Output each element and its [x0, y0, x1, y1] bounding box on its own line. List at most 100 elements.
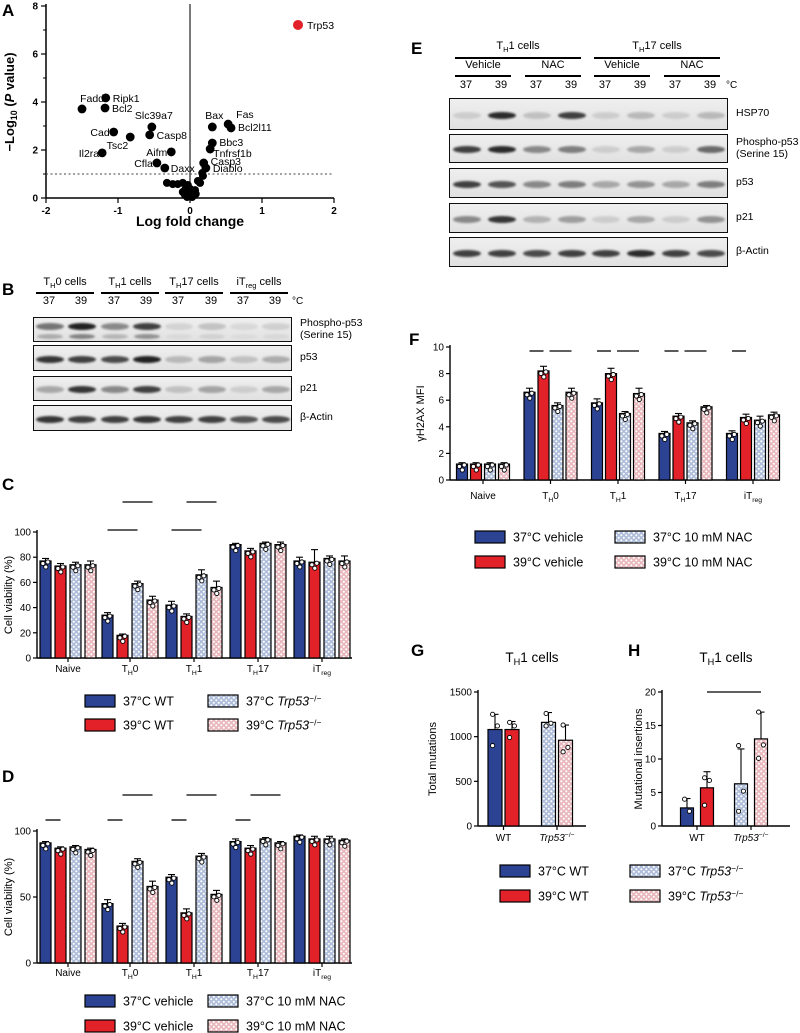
- gene-label-Fas: Fas: [236, 109, 254, 121]
- data-point: [299, 559, 305, 565]
- legend-swatch: [207, 994, 239, 1008]
- y-tick-label: 6: [438, 396, 444, 407]
- data-point: [682, 796, 688, 802]
- data-point: [327, 842, 333, 848]
- y-tick-label: 100: [14, 528, 31, 539]
- bar: [259, 838, 272, 964]
- data-point: [60, 846, 66, 852]
- data-point: [171, 603, 177, 609]
- data-point: [263, 546, 269, 552]
- gene-label-Il2ra: Il2ra: [79, 148, 100, 160]
- data-point: [494, 723, 500, 729]
- panel-letter-g: G: [411, 641, 425, 660]
- legend-swatch: [614, 530, 646, 544]
- x-category-label: TH17: [247, 968, 270, 981]
- blot-band: [592, 146, 620, 153]
- panel-c-viability-chart: 0 20 40 60 80 100 Cell viability (%) Naive TH0 TH…: [0, 468, 400, 694]
- legend-swatch: [474, 530, 506, 544]
- blot-subgroup-underline: [664, 75, 720, 77]
- blot-band-secondary: [37, 333, 63, 339]
- bar: [323, 557, 336, 659]
- blot-group-label: iTreg cells: [236, 276, 282, 291]
- data-point: [248, 554, 254, 560]
- data-point: [543, 710, 549, 716]
- data-point: [619, 413, 625, 419]
- x-axis-title: Log fold change: [136, 213, 244, 229]
- blot-band: [558, 249, 586, 257]
- blot-group-underline: [36, 292, 94, 294]
- gene-label-Cad: Cad: [90, 127, 109, 139]
- legend-label: 39°C vehicle: [123, 1020, 193, 1033]
- data-point: [265, 837, 271, 843]
- data-point: [490, 743, 496, 749]
- data-point: [342, 843, 348, 849]
- data-point: [55, 848, 61, 854]
- gene-label-Bax: Bax: [205, 110, 224, 122]
- blot-band: [523, 111, 551, 119]
- x-category-label: TH0: [542, 491, 559, 504]
- x-category-label: iTreg: [313, 968, 331, 981]
- legend-swatch: [499, 889, 531, 903]
- blot-band-secondary: [102, 333, 128, 339]
- data-point: [45, 559, 51, 565]
- volcano-point-Trp53: [293, 19, 303, 30]
- data-point: [687, 422, 693, 428]
- blot-row-box: [449, 203, 728, 233]
- blot-band: [523, 215, 551, 223]
- blot-band: [592, 180, 620, 188]
- data-point: [676, 419, 682, 425]
- gene-label-Aifm: Aifm: [146, 147, 167, 159]
- volcano-point: [198, 171, 207, 180]
- data-point: [85, 849, 91, 855]
- bar: [210, 586, 223, 659]
- y-tick-label: 100: [14, 827, 31, 838]
- blot-row-label: β-Actin: [300, 411, 333, 423]
- chart-G-svg: TH1 cells 0 500 1000 1500 Total mutations WT Tr…: [427, 650, 586, 844]
- data-point: [344, 838, 350, 844]
- data-point: [88, 568, 94, 574]
- bar: [146, 599, 159, 659]
- data-point: [756, 755, 762, 761]
- legend-swatch: [474, 555, 506, 569]
- data-point: [633, 393, 639, 399]
- blot-band: [627, 180, 655, 188]
- gene-label-Cfla: Cfla: [134, 158, 153, 170]
- volcano-point-Cfla: [152, 158, 162, 168]
- x-category-label: Trp53−/−: [733, 832, 768, 844]
- data-point: [507, 735, 513, 741]
- y-tick-label: 5: [650, 788, 656, 799]
- bar: [195, 855, 208, 964]
- y-tick-label: 10: [645, 755, 657, 766]
- data-point: [659, 433, 665, 439]
- blot-band: [697, 146, 725, 153]
- gene-label-Bcl2l11: Bcl2l11: [238, 122, 272, 134]
- data-point: [662, 436, 668, 442]
- x-tick-label: 0: [187, 206, 193, 217]
- legend-label: 37°C Trp53−/−: [668, 864, 743, 879]
- blot-subgroup-underline: [594, 75, 650, 77]
- bar: [54, 847, 67, 964]
- data-point: [565, 744, 571, 750]
- bar: [84, 848, 97, 964]
- bar: [39, 842, 52, 964]
- data-point: [137, 859, 143, 865]
- legend-label: 37°C vehicle: [513, 531, 583, 545]
- data-point: [704, 410, 710, 416]
- x-tick-label: 1: [259, 206, 265, 217]
- blot-subgroup-label: NAC: [541, 59, 565, 71]
- blot-band: [488, 215, 516, 223]
- panel-d-legend: 37°C vehicle 39°C vehicle 37°C 10 mM NAC 39…: [0, 988, 400, 1033]
- gene-label-Casp3: Casp3: [211, 156, 242, 168]
- data-point: [135, 587, 141, 593]
- data-point: [756, 709, 762, 715]
- legend-D-svg: 37°C vehicle 39°C vehicle 37°C 10 mM NAC 39…: [84, 994, 345, 1033]
- blot-band: [662, 146, 690, 153]
- legend-label: 39°C WT: [123, 719, 174, 733]
- volcano-point-Daxx: [160, 163, 170, 173]
- data-point: [43, 846, 49, 852]
- data-point: [43, 564, 49, 570]
- data-point: [456, 463, 462, 470]
- blot-temp-label: 37: [42, 295, 56, 307]
- data-point: [624, 411, 630, 418]
- y-tick-label: 6: [32, 50, 38, 61]
